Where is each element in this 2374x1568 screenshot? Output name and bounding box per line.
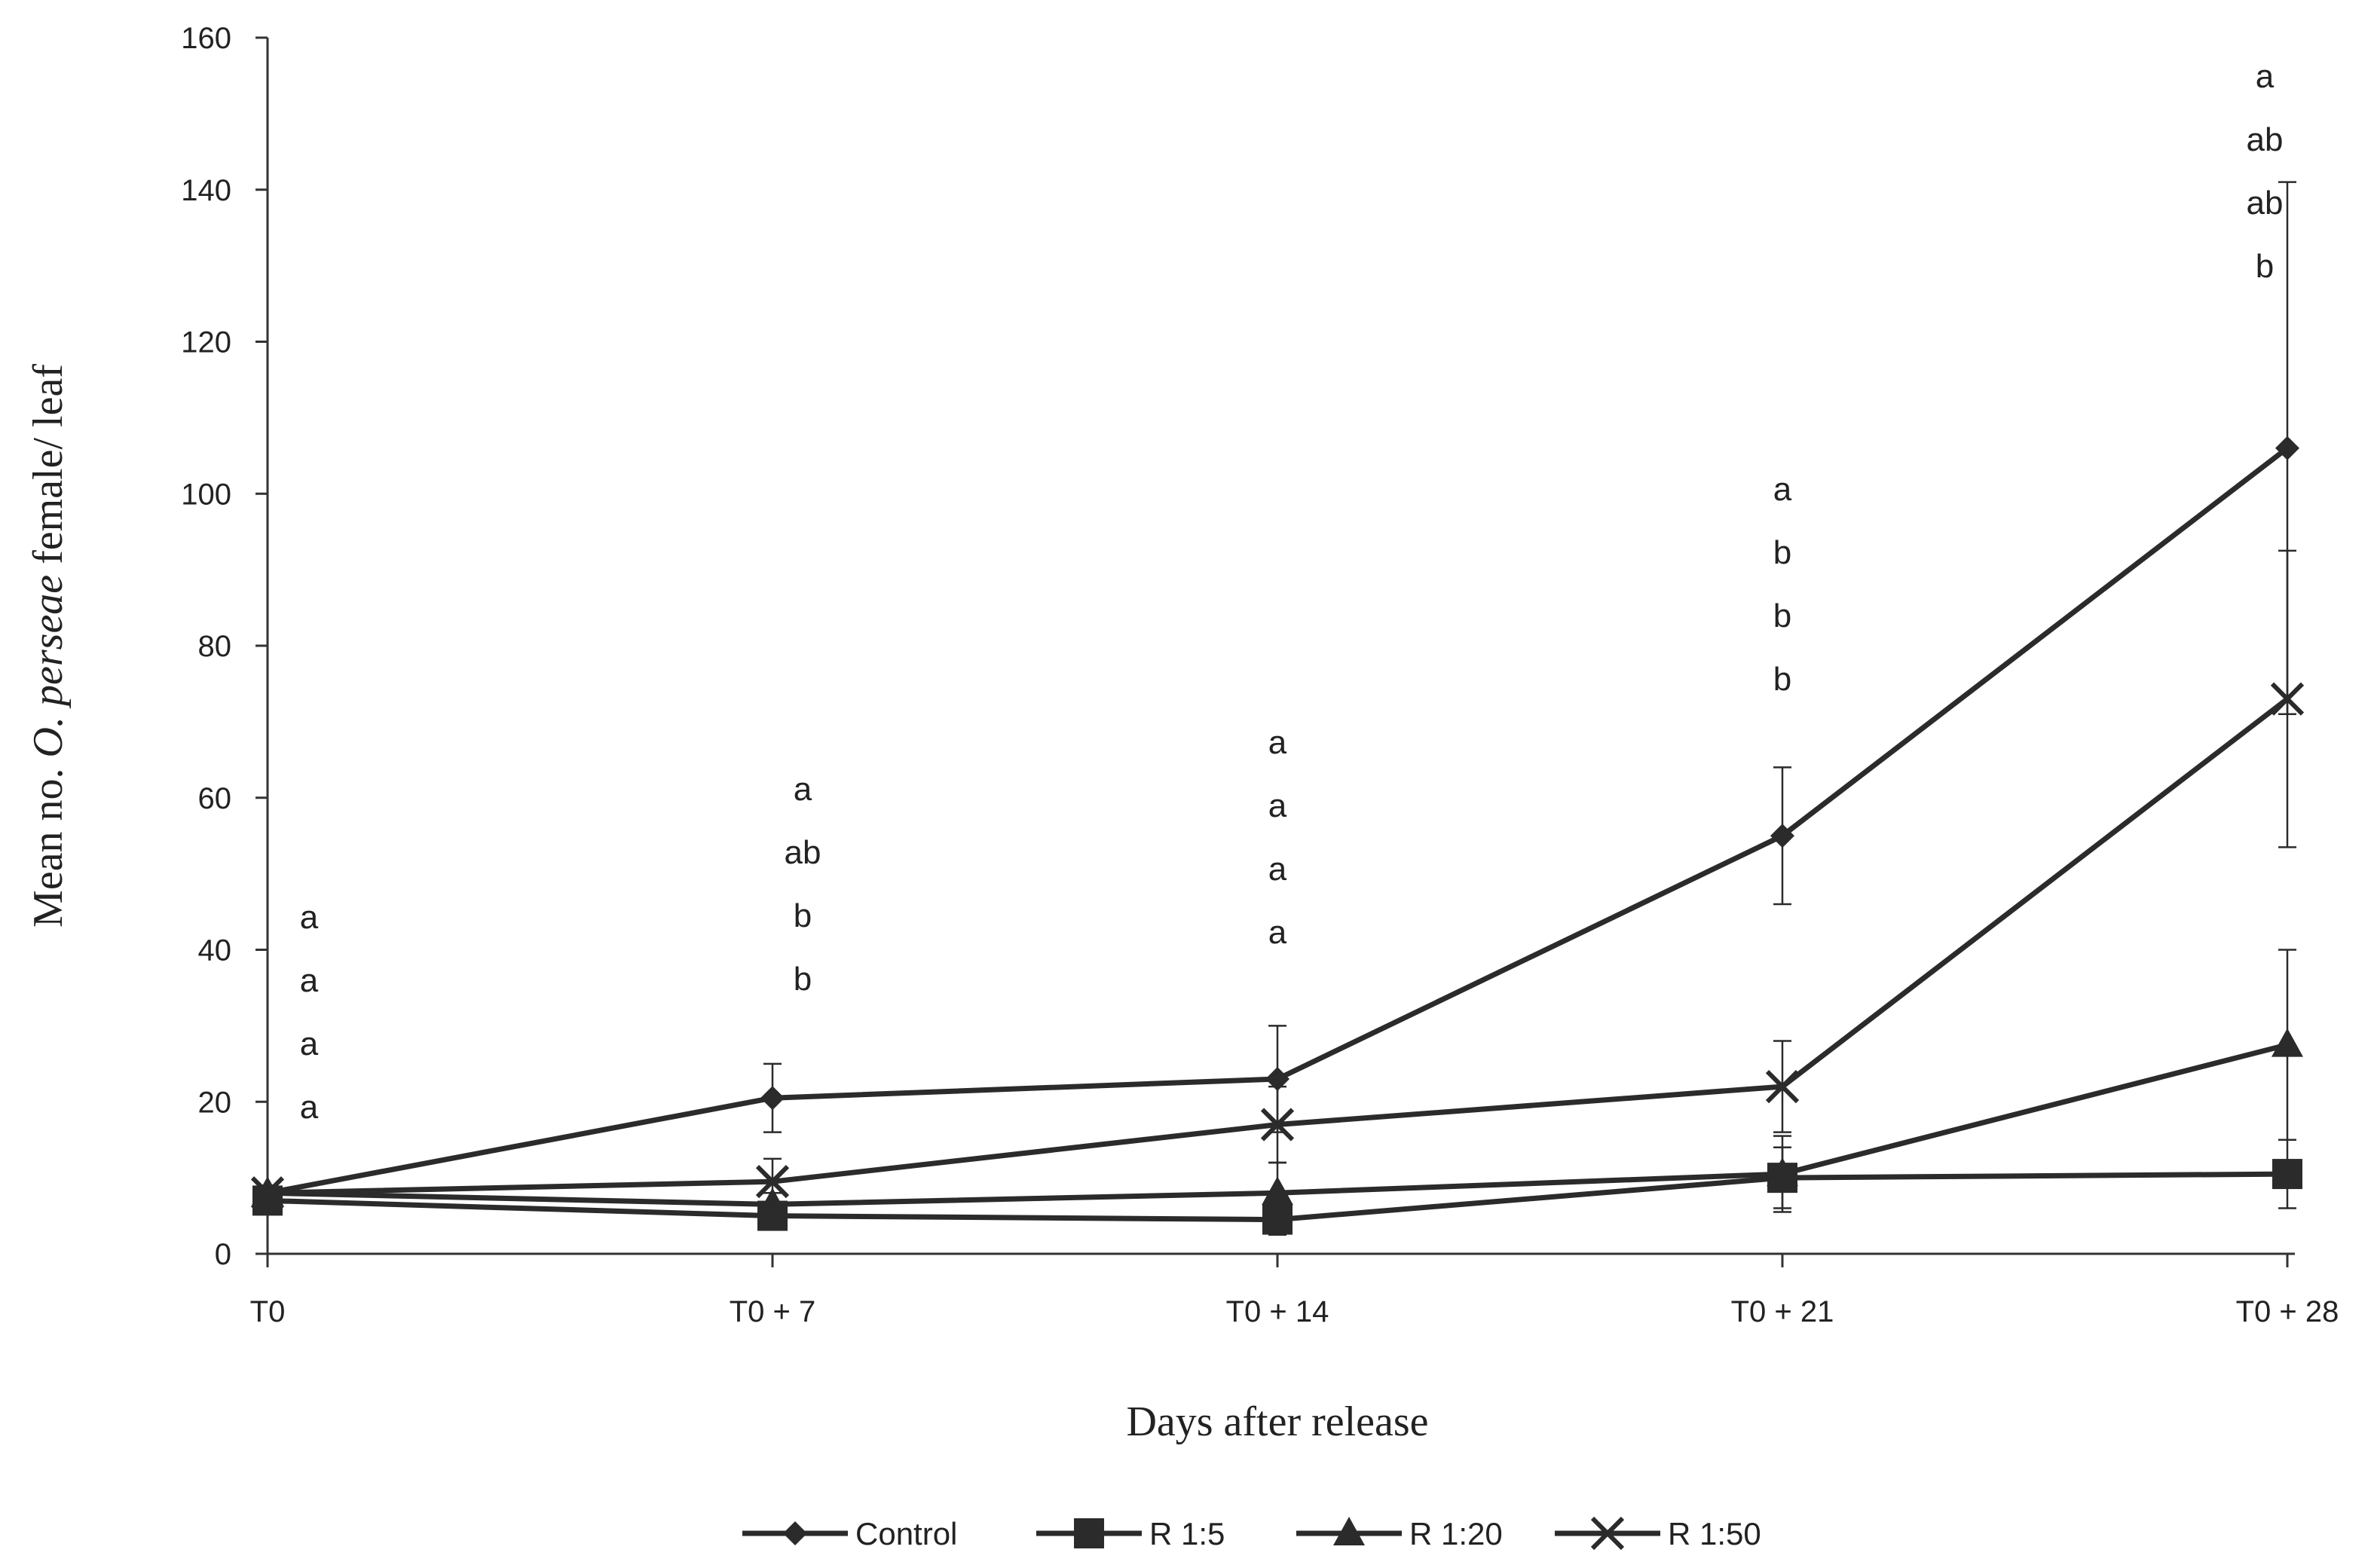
series-r-1-50 [250,549,2305,1210]
x-tick-label: T0 [250,1295,286,1328]
y-tick-label: 140 [181,174,231,207]
significance-letter: a [300,1025,319,1062]
significance-letter: a [794,771,812,808]
series-control [255,181,2299,1206]
legend-item: Control [742,1516,957,1551]
series-r-1-20 [252,949,2303,1224]
significance-letter: a [1773,471,1792,508]
y-axis-ticks: 0 20 40 60 80 100 120 140 160 [181,22,268,1271]
legend-label: R 1:5 [1149,1516,1225,1551]
significance-letter: ab [2247,121,2284,158]
y-tick-label: 120 [181,326,231,359]
data-point [1765,1069,1800,1104]
data-point [1262,1176,1293,1206]
data-point [755,1165,790,1199]
legend-marker [1333,1517,1365,1545]
significance-letter: b [794,961,812,998]
significance-letter: a [300,1089,319,1126]
significance-letter: b [1773,534,1791,571]
legend-label: Control [855,1516,957,1551]
data-point [760,1086,785,1111]
data-point [1260,1108,1295,1142]
x-tick-label: T0 + 21 [1731,1295,1834,1328]
x-axis-ticks: T0 T0 + 7 T0 + 14 T0 + 21 T0 + 28 [250,1254,2339,1328]
legend-marker [1074,1518,1104,1548]
significance-letter: a [1268,914,1287,951]
significance-letter: ab [785,834,821,871]
significance-letter: b [1773,661,1791,698]
significance-letter: b [794,897,812,934]
data-point [1770,824,1794,848]
data-point [250,1176,285,1210]
significance-letter: a [1268,787,1287,824]
significance-letter: b [2256,248,2274,285]
significance-letter: a [1268,851,1287,888]
y-tick-label: 40 [198,934,232,967]
data-point [1767,1157,1798,1187]
legend-item: R 1:5 [1036,1516,1225,1551]
data-point [1265,1066,1289,1091]
x-tick-label: T0 + 28 [2236,1295,2339,1328]
data-point [2272,1028,2303,1057]
y-axis-title-species: O. perseae [25,575,72,758]
significance-letter: ab [2247,185,2284,222]
x-axis-title: Days after release [1126,1398,1428,1445]
y-tick-label: 0 [215,1238,231,1271]
legend-marker [1590,1516,1625,1551]
legend-marker [783,1521,807,1545]
significance-letter: a [300,962,319,999]
x-tick-label: T0 + 14 [1226,1295,1329,1328]
x-tick-label: T0 + 7 [730,1295,816,1328]
legend-label: R 1:50 [1668,1516,1761,1551]
significance-letter: b [1773,598,1791,634]
significance-letter: a [2256,58,2275,95]
legend: Control R 1:5 R 1:20 R 1:50 [742,1516,1761,1551]
y-axis-title-prefix: Mean no. [25,757,72,928]
data-point [2272,1159,2302,1190]
y-axis-title-suffix: female/ leaf [25,364,72,575]
y-axis-title: Mean no. O. perseae female/ leaf [25,364,72,928]
significance-letter: a [1268,724,1287,761]
y-tick-label: 160 [181,22,231,55]
series-layer [250,181,2305,1236]
legend-item: R 1:50 [1555,1516,1761,1551]
data-point [2270,682,2305,716]
y-tick-label: 80 [198,630,232,663]
y-tick-label: 100 [181,478,231,511]
y-tick-label: 20 [198,1086,232,1119]
legend-label: R 1:20 [1409,1516,1503,1551]
legend-item: R 1:20 [1296,1516,1503,1551]
significance-letter: a [300,899,319,936]
data-point [2275,436,2299,460]
y-tick-label: 60 [198,782,232,815]
